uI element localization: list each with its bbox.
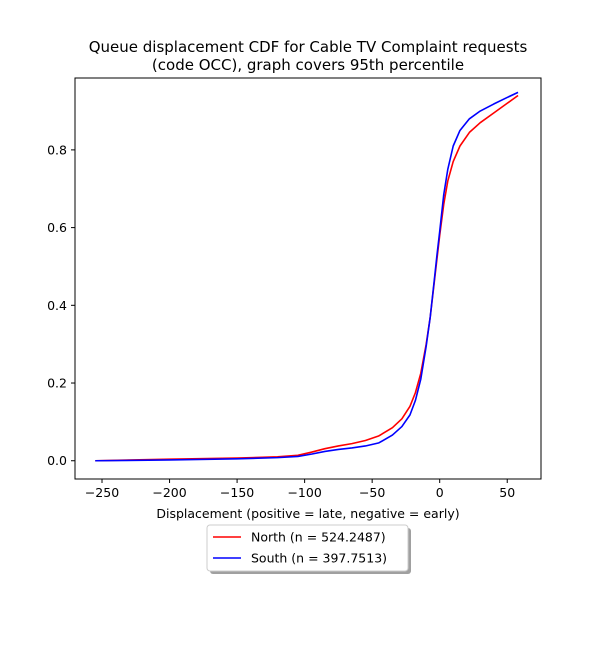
legend: North (n = 524.2487) South (n = 397.7513… (206, 524, 411, 574)
y-tick-label: 0.4 (47, 298, 67, 313)
y-tick-label: 0.0 (47, 453, 67, 468)
x-axis-label: Displacement (positive = late, negative … (156, 506, 459, 521)
x-tick-label: 50 (499, 485, 515, 500)
y-tick-label: 0.2 (47, 376, 67, 391)
chart-subtitle: (code OCC), graph covers 95th percentile (152, 56, 464, 74)
x-tick-label: −200 (152, 485, 186, 500)
y-tick-label: 0.6 (47, 220, 67, 235)
legend-box (206, 524, 409, 572)
legend-label-south: South (n = 397.7513) (251, 551, 387, 566)
x-tick-label: −50 (359, 485, 385, 500)
x-tick-label: −250 (85, 485, 119, 500)
x-tick-label: −100 (287, 485, 321, 500)
x-tick-label: −150 (220, 485, 254, 500)
legend-label-north: North (n = 524.2487) (251, 530, 386, 545)
series-line-north (95, 94, 519, 462)
y-tick-label: 0.8 (47, 142, 67, 157)
axes-frame (74, 77, 542, 480)
x-tick-label: 0 (436, 485, 444, 500)
series-line-south (95, 91, 519, 462)
chart-title: Queue displacement CDF for Cable TV Comp… (89, 38, 528, 56)
plot-area: −250 −200 −150 −100 −50 0 50 0.0 0.2 0.4 0.6 0.8 (47, 77, 542, 500)
